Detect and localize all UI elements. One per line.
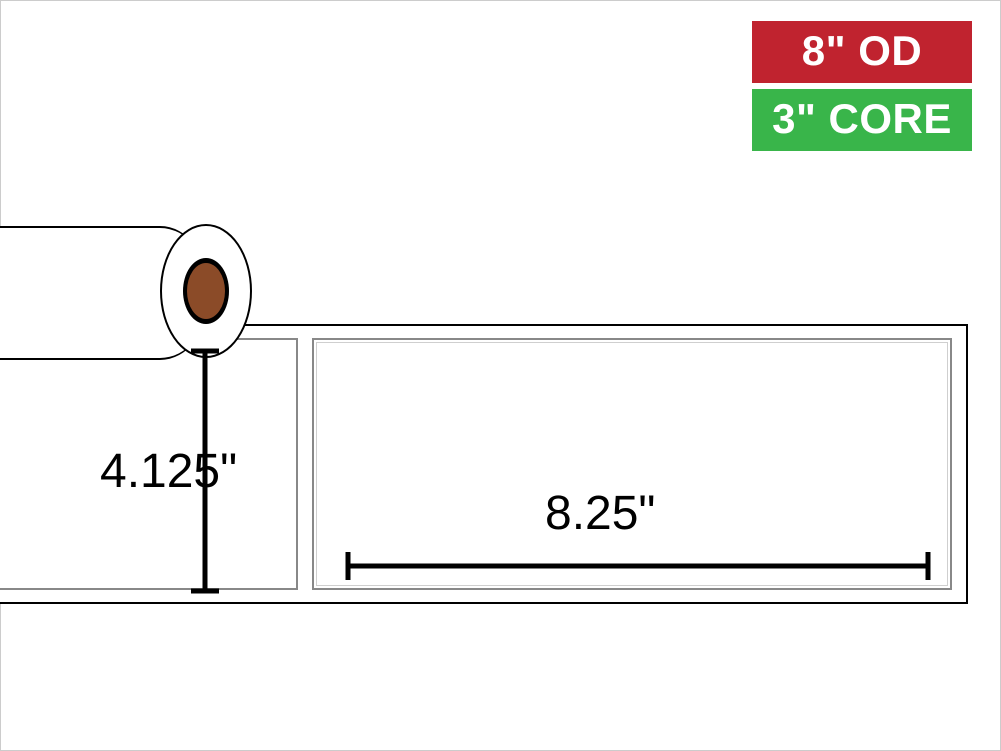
dimension-width-value: 8.25" <box>545 486 655 541</box>
label-box-right-inner <box>316 342 948 586</box>
badge-stack: 8" OD 3" CORE <box>752 21 972 151</box>
roll-area: 4.125" 8.25" <box>0 226 1001 736</box>
roll-core-ring <box>183 258 229 324</box>
roll-core-icon <box>187 263 225 319</box>
label-roll-diagram: 8" OD 3" CORE <box>0 0 1001 751</box>
roll-cylinder-face <box>160 224 252 358</box>
dimension-height-value: 4.125" <box>100 444 237 499</box>
badge-outer-diameter: 8" OD <box>752 21 972 83</box>
badge-core-size: 3" CORE <box>752 89 972 151</box>
